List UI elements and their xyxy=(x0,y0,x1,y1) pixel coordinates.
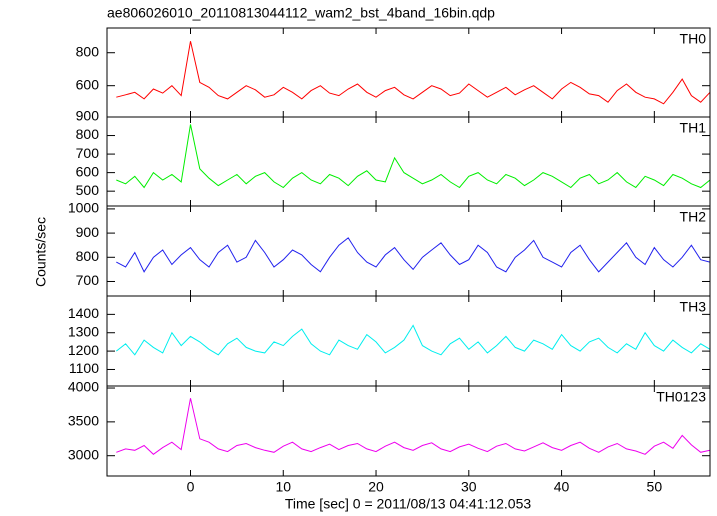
y-axis-label: Counts/sec xyxy=(33,217,49,287)
panel-label: TH3 xyxy=(680,299,707,315)
panel-label: TH2 xyxy=(680,209,707,225)
y-tick-label: 1200 xyxy=(68,342,99,358)
x-tick-label: 20 xyxy=(368,479,384,495)
y-tick-label: 900 xyxy=(76,108,100,124)
light-curve xyxy=(115,324,710,356)
y-tick-label: 1000 xyxy=(68,200,99,216)
panel-frame xyxy=(106,385,711,477)
light-curve xyxy=(116,398,710,455)
y-tick-label: 800 xyxy=(76,43,100,59)
light-curve xyxy=(116,41,710,105)
y-tick-label: 800 xyxy=(76,248,100,264)
y-tick-label: 600 xyxy=(76,163,100,179)
y-tick-label: 500 xyxy=(76,182,100,198)
y-tick-label: 3000 xyxy=(68,446,99,462)
x-tick-label: 30 xyxy=(461,479,477,495)
light-curve xyxy=(116,124,710,189)
y-tick-label: 900 xyxy=(76,224,100,240)
light-curve xyxy=(116,237,710,273)
chart-title: ae806026010_20110813044112_wam2_bst_4ban… xyxy=(107,5,495,21)
y-tick-label: 3500 xyxy=(68,413,99,429)
y-tick-label: 1400 xyxy=(68,305,99,321)
y-tick-label: 700 xyxy=(76,272,100,288)
panel-label: TH1 xyxy=(680,120,707,136)
y-tick-label: 1100 xyxy=(69,360,99,376)
x-tick-label: 0 xyxy=(187,479,195,495)
panel-frame xyxy=(106,205,711,297)
panel-label: TH0123 xyxy=(656,389,706,405)
x-tick-label: 40 xyxy=(554,479,570,495)
x-tick-label: 10 xyxy=(275,479,291,495)
y-tick-label: 600 xyxy=(76,76,100,92)
y-tick-label: 700 xyxy=(76,145,100,161)
panel-frame xyxy=(106,116,711,207)
y-tick-label: 1300 xyxy=(68,323,99,339)
x-axis-label: Time [sec] 0 = 2011/08/13 04:41:12.053 xyxy=(285,496,532,512)
y-tick-label: 800 xyxy=(76,126,100,142)
panel-label: TH0 xyxy=(680,31,707,47)
x-tick-label: 50 xyxy=(647,479,663,495)
y-tick-label: 4000 xyxy=(68,379,99,395)
